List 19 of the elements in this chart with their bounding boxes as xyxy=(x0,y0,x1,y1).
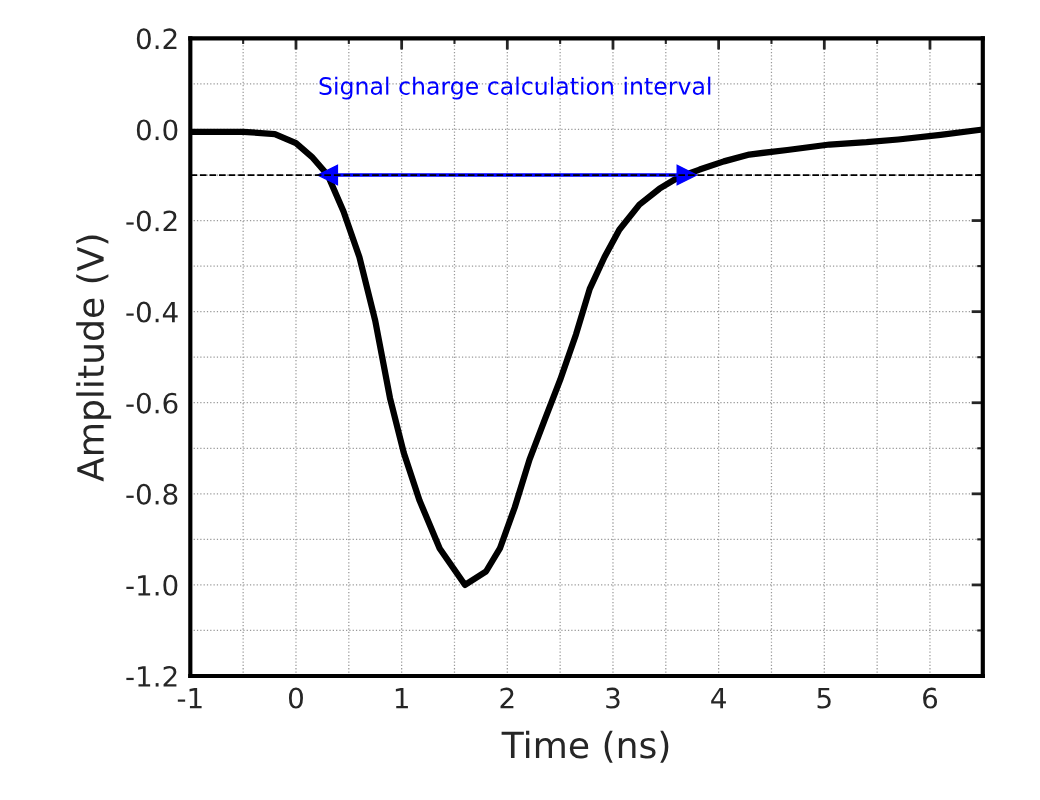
y-tick-label: -0.4 xyxy=(126,301,178,323)
annotation: Signal charge calculation interval xyxy=(319,76,711,100)
x-axis-title: Time (ns) xyxy=(501,730,669,763)
x-tick-label: 6 xyxy=(923,687,938,709)
x-tick-label: 2 xyxy=(500,687,514,709)
y-tick-label: 0.2 xyxy=(136,28,177,50)
y-tick-label: -0.6 xyxy=(126,392,178,414)
x-tick-label: 4 xyxy=(711,687,726,709)
y-tick-label: -1.2 xyxy=(126,665,177,687)
y-tick-label: 0.0 xyxy=(136,119,178,141)
y-tick-label: -1.0 xyxy=(126,574,178,596)
x-tick-label: 3 xyxy=(606,687,620,709)
x-tick-label: -1 xyxy=(177,687,202,709)
x-tick-label: 1 xyxy=(395,687,408,709)
y-tick-label: -0.8 xyxy=(126,483,178,505)
y-tick-label: -0.2 xyxy=(126,210,177,232)
x-tick-label: 0 xyxy=(288,687,303,709)
y-axis-title: Amplitude (V) xyxy=(76,235,112,482)
x-tick-label: 5 xyxy=(817,687,831,709)
